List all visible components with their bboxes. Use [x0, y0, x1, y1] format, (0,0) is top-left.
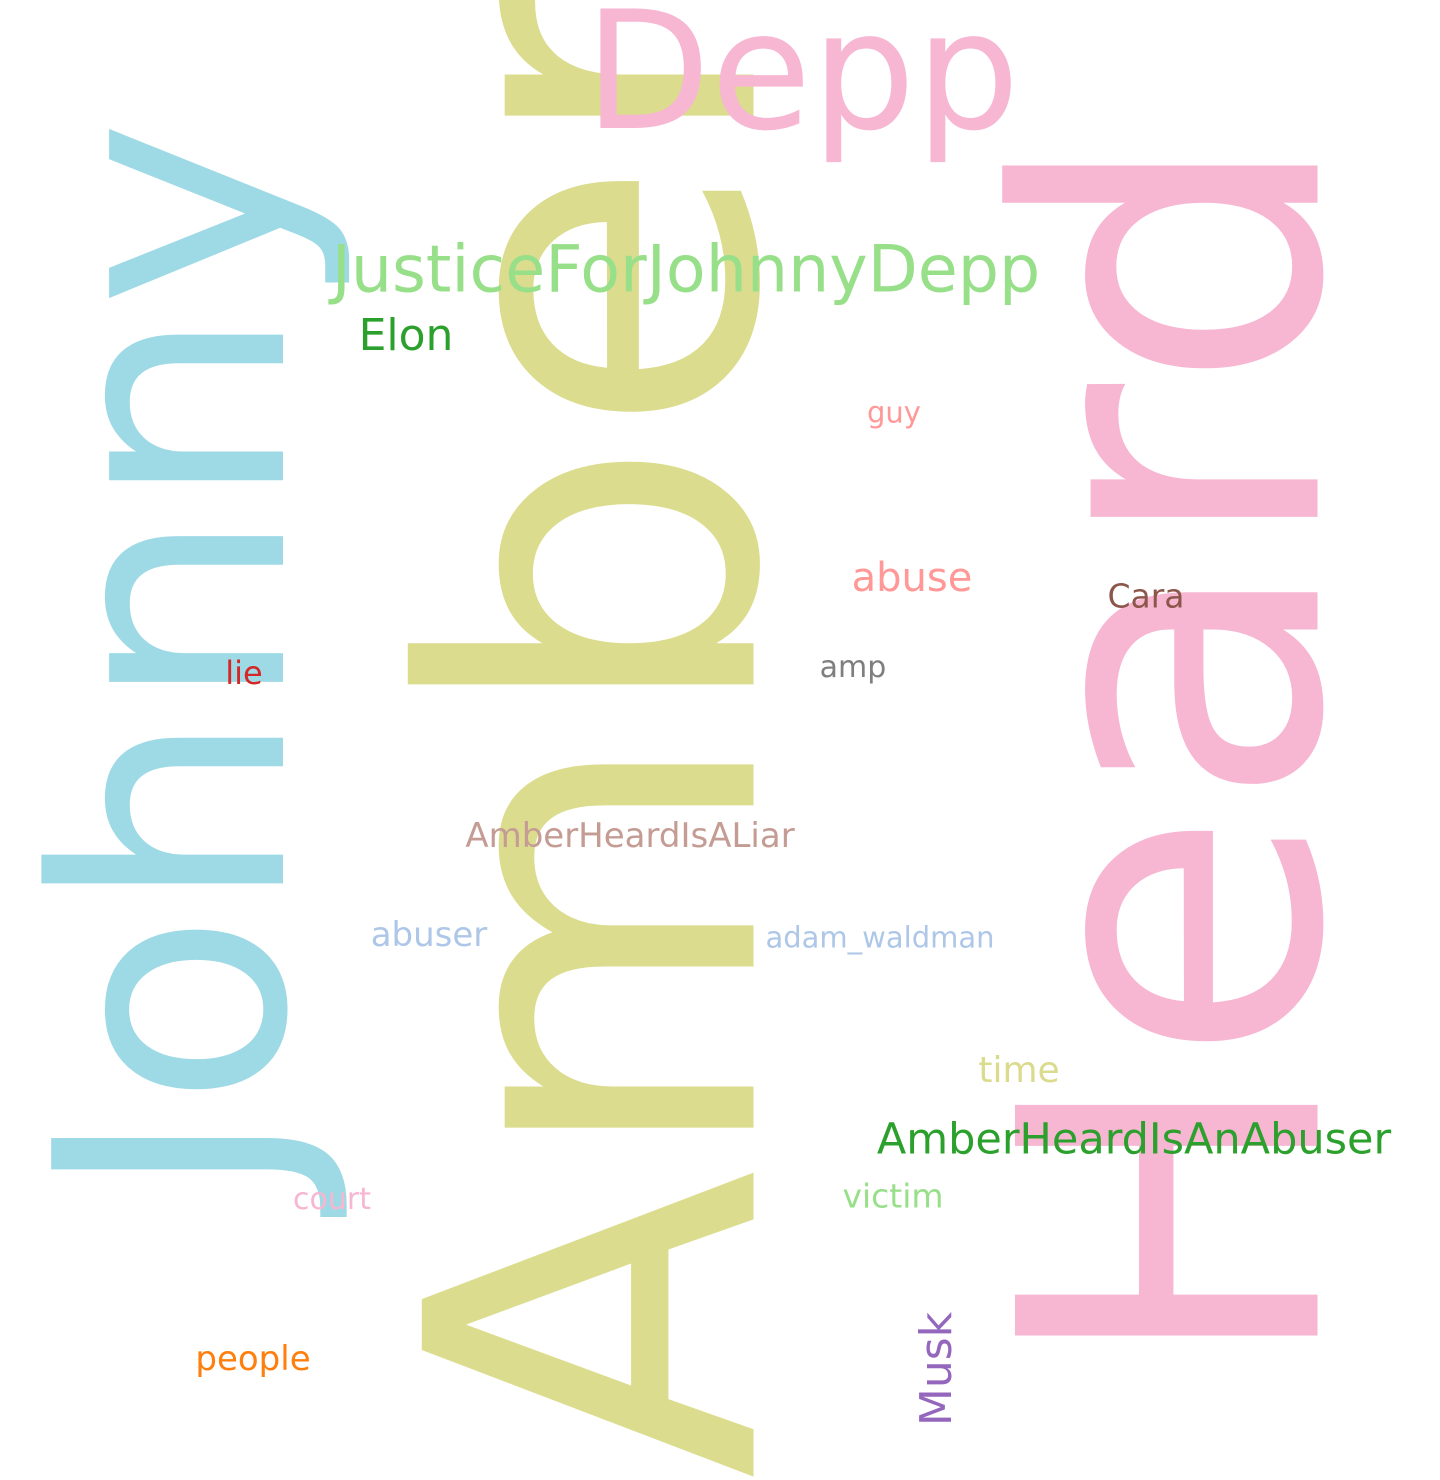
word-depp: Depp: [584, 0, 1020, 167]
word-cara: Cara: [1107, 576, 1185, 616]
word-people: people: [195, 1339, 311, 1379]
word-victim: victim: [842, 1176, 944, 1216]
word-guy: guy: [867, 395, 921, 430]
word-elon: Elon: [358, 310, 454, 361]
word-amberheardisanabuser: AmberHeardIsAnAbuser: [876, 1114, 1392, 1165]
word-justiceforjohnnydepp: JusticeForJohnnyDepp: [331, 232, 1041, 308]
word-johnny: Johnny: [0, 119, 358, 1201]
word-musk: Musk: [911, 1311, 962, 1427]
word-amberheardisaliar: AmberHeardIsALiar: [465, 816, 795, 856]
word-court: court: [293, 1182, 371, 1217]
word-adam-waldman: adam_waldman: [765, 920, 995, 955]
word-amber: Amber: [332, 0, 862, 1480]
word-time: time: [978, 1050, 1060, 1091]
word-abuse: abuse: [851, 555, 973, 601]
word-heard: Heard: [932, 127, 1416, 1377]
word-abuser: abuser: [370, 915, 488, 955]
word-amp: amp: [819, 650, 887, 685]
word-lie: lie: [225, 654, 263, 692]
